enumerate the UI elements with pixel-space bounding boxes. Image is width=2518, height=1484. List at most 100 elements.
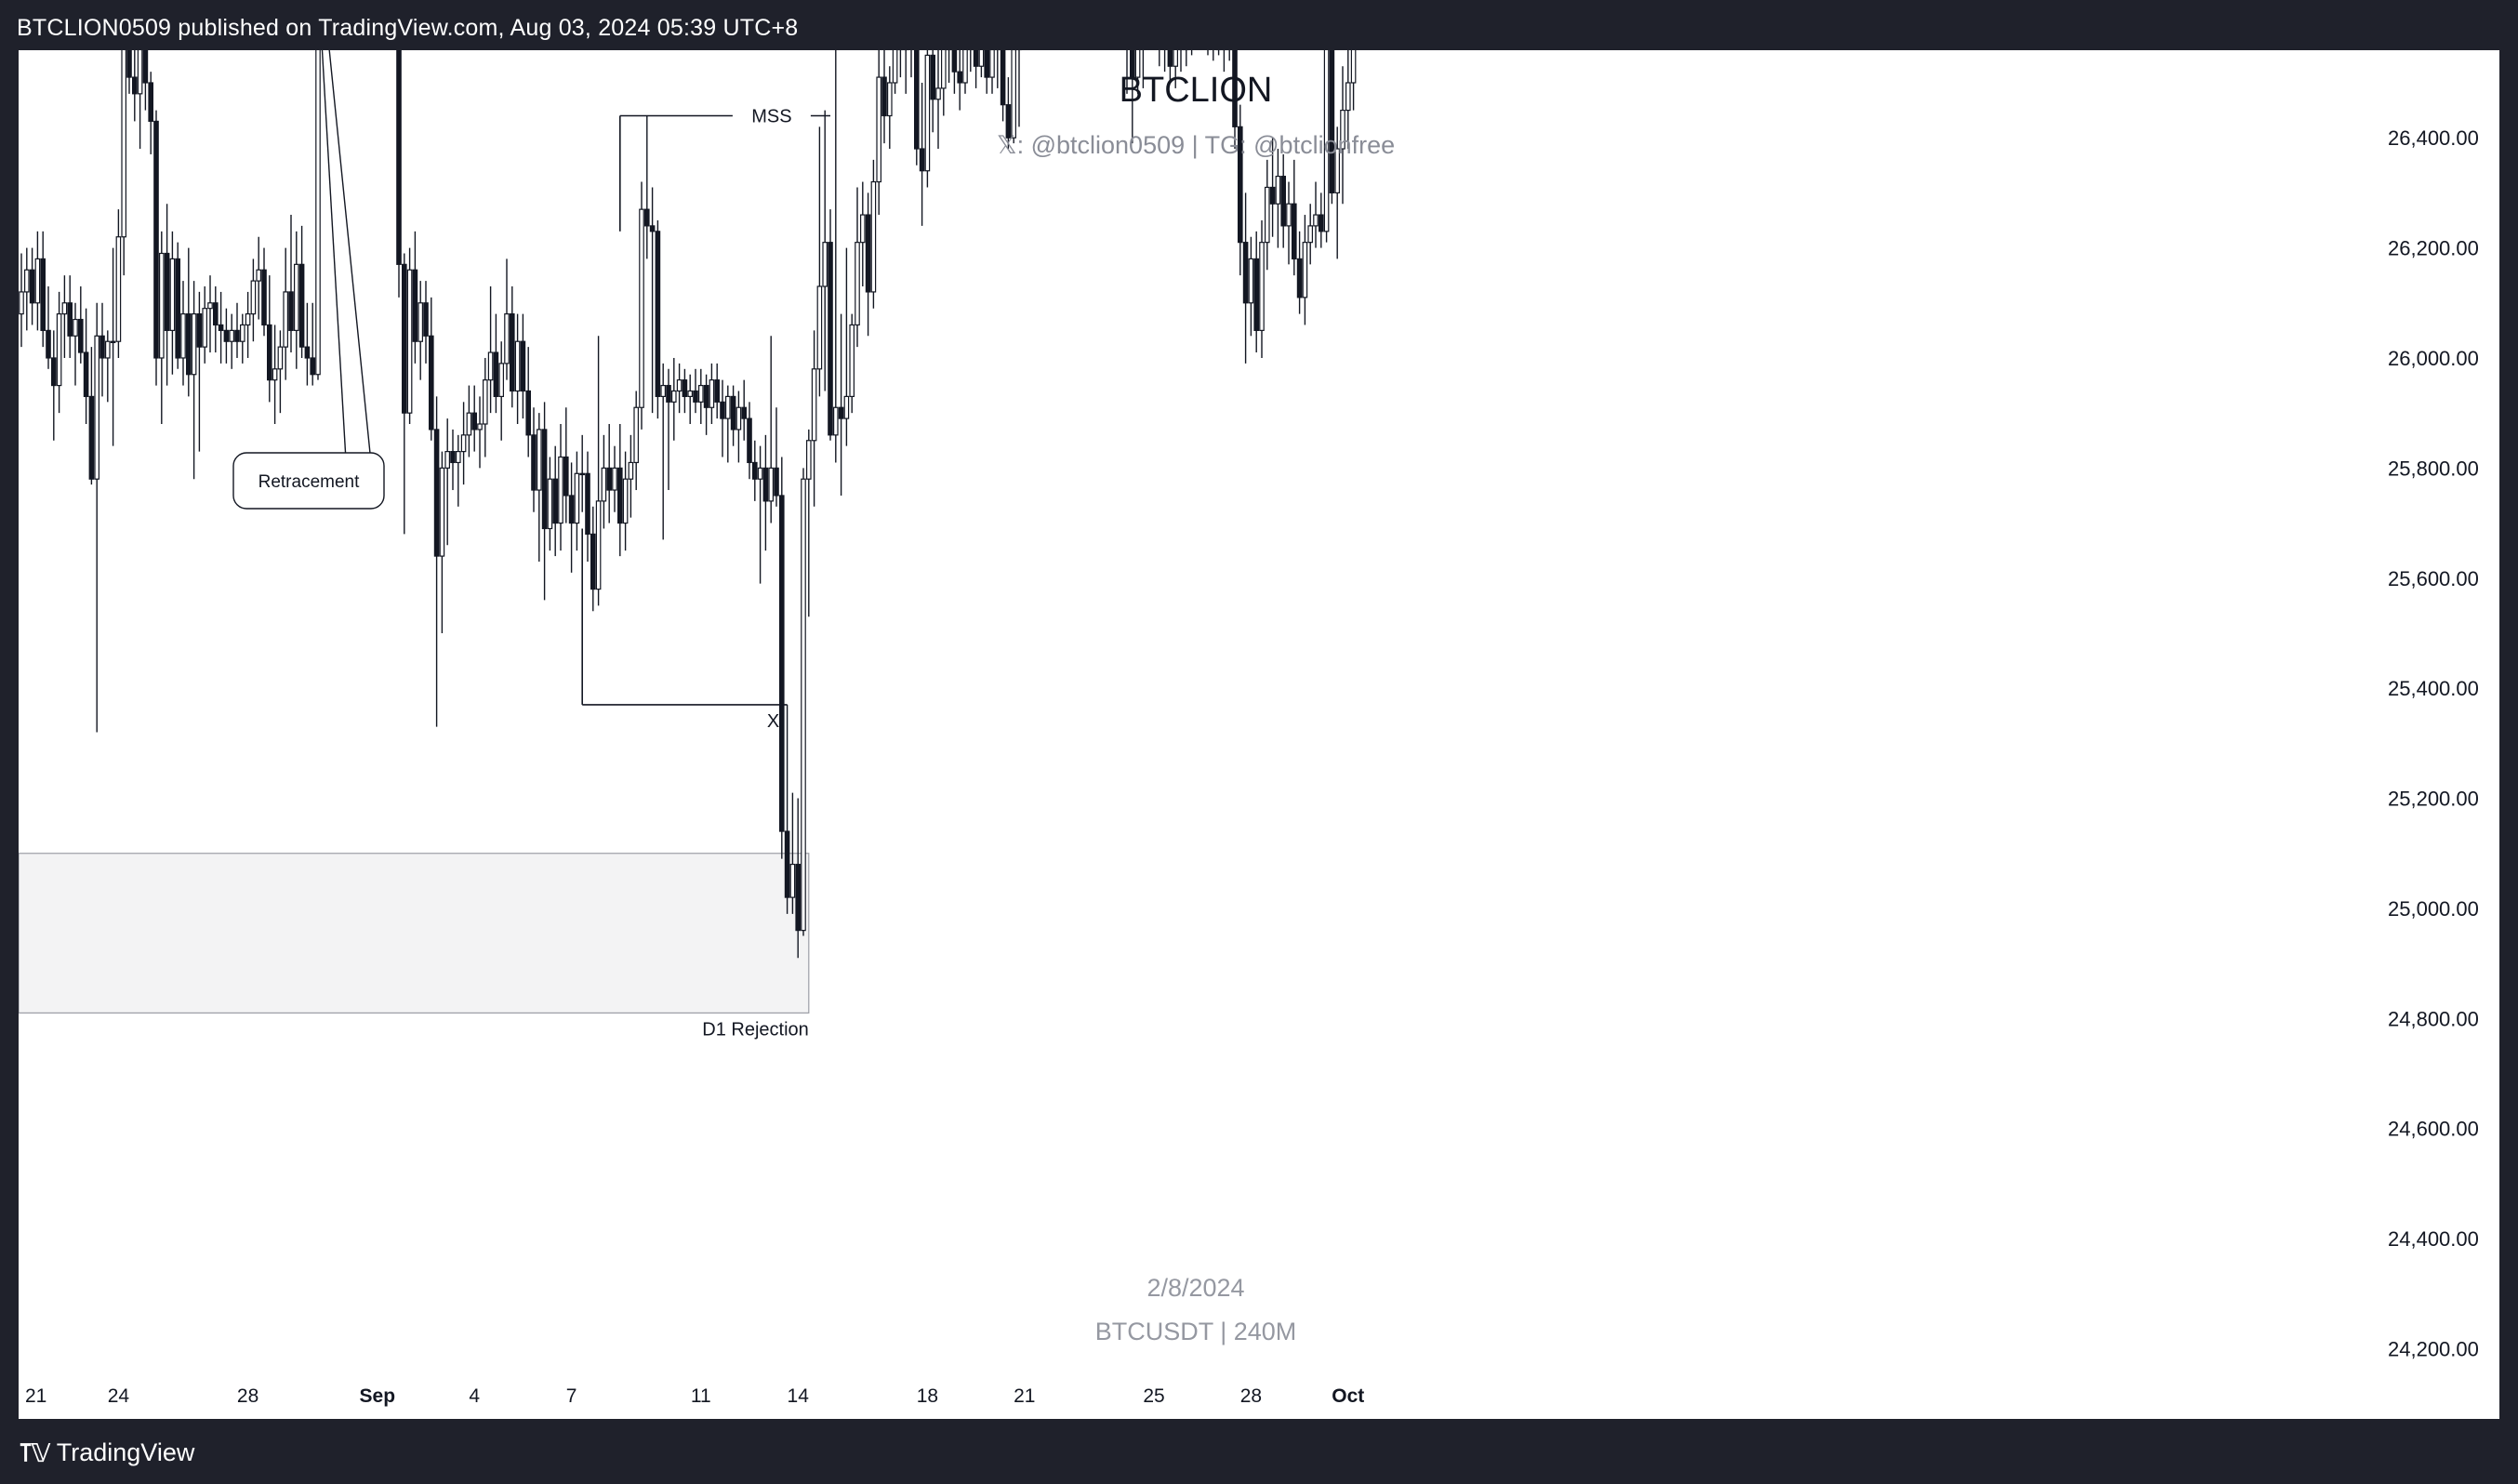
candle-body (1275, 176, 1281, 205)
candle (456, 434, 461, 507)
candle (288, 215, 294, 353)
candle (180, 281, 186, 386)
time-tick-label: 24 (108, 1385, 130, 1407)
candle (99, 302, 105, 397)
candle (989, 50, 995, 94)
candle (202, 286, 208, 364)
candle-body (622, 478, 629, 524)
candle (46, 286, 51, 369)
candle (536, 413, 542, 562)
candle-body (935, 87, 941, 100)
candle-body (169, 258, 176, 331)
publish-info-text: BTCLION0509 published on TradingView.com… (17, 15, 799, 41)
candle-body (660, 384, 667, 398)
candle (466, 385, 472, 457)
candle (822, 110, 828, 391)
candle (1313, 181, 1319, 248)
candle (633, 391, 640, 491)
candle-body (768, 467, 775, 502)
candle-body (1005, 104, 1012, 139)
candle (1242, 192, 1249, 364)
candle (1291, 159, 1297, 276)
chart-title: BTCLION (1120, 71, 1273, 110)
watermark-date: 2/8/2024 (1146, 1274, 1244, 1302)
candle-body (590, 533, 596, 590)
candle-body (142, 50, 149, 84)
candle (552, 445, 559, 557)
candle-body (724, 395, 731, 419)
candle (1167, 50, 1173, 83)
candle (525, 347, 532, 457)
candle-body (498, 363, 505, 398)
zones-layer: -FVGD1 Rejection (19, 853, 810, 1040)
watermark-symbol: BTCUSDT | 240M (1095, 1318, 1297, 1345)
candle (741, 379, 748, 441)
candle-body (525, 390, 532, 436)
candle (298, 225, 305, 358)
candle-body (1134, 50, 1141, 78)
candle-body (450, 451, 456, 464)
candle (250, 258, 257, 342)
candle-body (795, 863, 802, 932)
candle (34, 231, 41, 331)
annotations-layer: Retracement MSS X (232, 50, 830, 732)
candle (876, 50, 882, 216)
candle (639, 181, 644, 430)
candle (687, 374, 694, 425)
candle-body (751, 461, 758, 480)
candle (558, 424, 563, 551)
candle (1215, 50, 1222, 56)
candle (417, 281, 424, 380)
candle-body (730, 395, 736, 431)
candle-body (568, 495, 575, 524)
candle (693, 368, 698, 414)
candle (402, 253, 407, 535)
candle (40, 231, 46, 348)
candle (1259, 219, 1265, 358)
candle-body (655, 231, 661, 398)
time-tick-label: 11 (691, 1385, 711, 1407)
candle (229, 313, 235, 369)
candle-body (720, 401, 725, 419)
candle-body (989, 50, 995, 78)
candle (73, 302, 78, 386)
candle (940, 50, 947, 116)
candle (709, 363, 715, 425)
candle (730, 385, 736, 446)
candle-body (471, 412, 478, 431)
candle (601, 434, 607, 529)
candle-body (315, 50, 321, 376)
candle (795, 798, 802, 959)
time-tick-label: 25 (1143, 1385, 1164, 1407)
candle-body (984, 50, 990, 78)
candle (1011, 50, 1017, 144)
candle (1253, 231, 1260, 353)
candle-body (741, 406, 748, 419)
chart-panel[interactable]: -FVGD1 Rejection Retracement MSS X 28,800.… (19, 50, 2499, 1419)
candle (159, 231, 165, 425)
time-tick-label: 21 (25, 1385, 46, 1407)
candle-body (310, 357, 316, 376)
candle-body (1286, 203, 1292, 227)
time-tick-label: 4 (469, 1385, 480, 1407)
candle (164, 204, 170, 386)
candle (240, 313, 245, 364)
candle-body (429, 335, 434, 431)
candle (805, 429, 812, 617)
tradingview-logo-icon: ⊺𝕍 (19, 1438, 51, 1467)
candle (1016, 50, 1022, 127)
candle (406, 247, 413, 425)
candle (261, 247, 267, 337)
candle-body (234, 329, 240, 342)
candle (930, 50, 936, 133)
candlestick-chart[interactable]: -FVGD1 Rejection Retracement MSS X 28,800.… (19, 50, 2499, 1419)
candle-body (1129, 50, 1135, 78)
candle-body (240, 324, 245, 342)
candle (1286, 181, 1292, 265)
candle-body (876, 76, 882, 183)
candle-body (1259, 242, 1265, 331)
candle-body (1264, 186, 1270, 244)
candle-body (552, 478, 559, 524)
tradingview-logo[interactable]: ⊺𝕍 TradingView (19, 1438, 194, 1468)
candle-body (94, 335, 100, 480)
